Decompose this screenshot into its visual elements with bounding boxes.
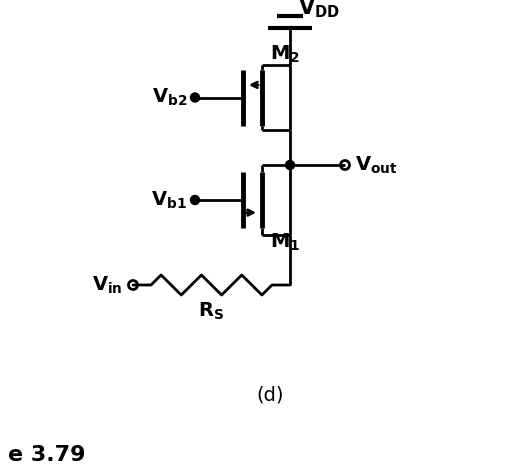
Text: $\mathbf{V_{b2}}$: $\mathbf{V_{b2}}$	[151, 87, 187, 108]
Circle shape	[190, 195, 200, 204]
Text: $\mathbf{M_1}$: $\mathbf{M_1}$	[270, 232, 300, 253]
Text: $\mathbf{R_S}$: $\mathbf{R_S}$	[199, 301, 225, 322]
Text: $\mathbf{V_{in}}$: $\mathbf{V_{in}}$	[92, 274, 123, 295]
Text: $\mathbf{V_{b1}}$: $\mathbf{V_{b1}}$	[151, 189, 187, 211]
Circle shape	[190, 93, 200, 102]
Circle shape	[285, 160, 295, 169]
Text: $\mathbf{V_{out}}$: $\mathbf{V_{out}}$	[355, 154, 397, 176]
Text: $\mathbf{M_2}$: $\mathbf{M_2}$	[270, 44, 300, 66]
Text: e 3.79: e 3.79	[8, 445, 85, 465]
Text: (d): (d)	[256, 386, 284, 405]
Text: $\mathbf{V_{DD}}$: $\mathbf{V_{DD}}$	[298, 0, 340, 20]
